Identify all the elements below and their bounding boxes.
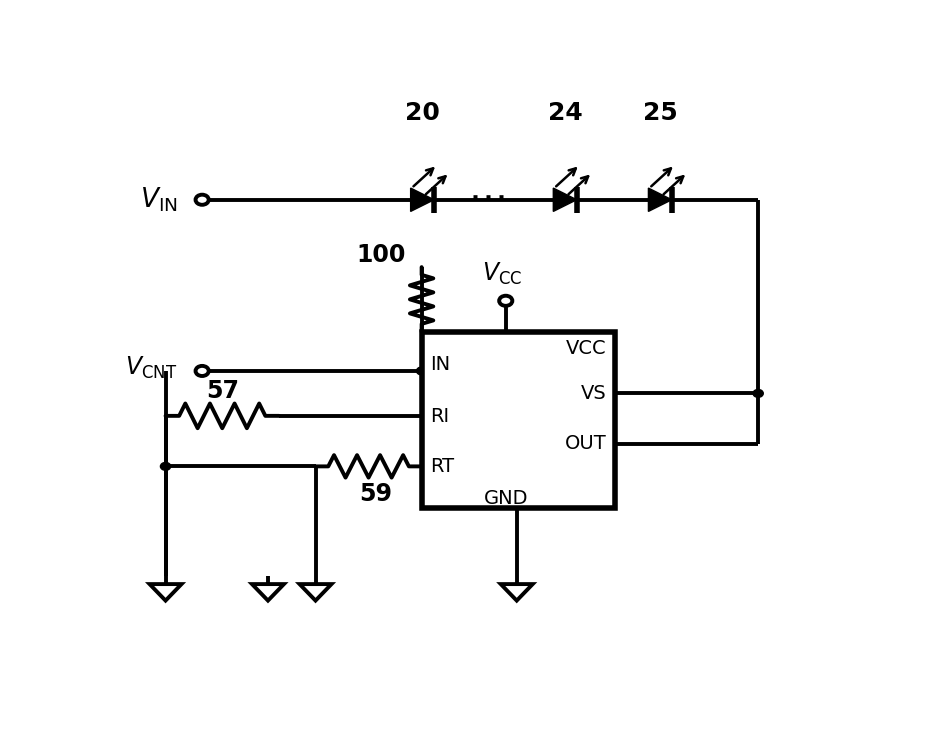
Polygon shape: [649, 188, 672, 211]
Text: 59: 59: [360, 483, 393, 507]
Text: 24: 24: [548, 101, 582, 125]
Text: $V_{\rm CC}$: $V_{\rm CC}$: [482, 261, 522, 287]
Circle shape: [753, 389, 764, 397]
Text: 25: 25: [643, 101, 678, 125]
Polygon shape: [299, 584, 331, 601]
Text: 20: 20: [405, 101, 440, 125]
Text: $\cdots$: $\cdots$: [468, 178, 505, 216]
Bar: [422, 332, 615, 509]
Text: VCC: VCC: [566, 339, 607, 358]
Text: $V_{\rm IN}$: $V_{\rm IN}$: [140, 185, 177, 214]
Polygon shape: [411, 188, 434, 211]
Circle shape: [416, 367, 427, 375]
Polygon shape: [553, 188, 577, 211]
Text: OUT: OUT: [565, 434, 607, 453]
Text: 57: 57: [206, 378, 239, 402]
Text: RI: RI: [430, 408, 449, 426]
Polygon shape: [252, 584, 284, 601]
Text: VS: VS: [581, 384, 607, 403]
Text: IN: IN: [430, 355, 450, 374]
Polygon shape: [500, 584, 532, 601]
Text: GND: GND: [483, 489, 529, 508]
Text: RT: RT: [430, 457, 454, 476]
Circle shape: [160, 462, 171, 470]
Text: 100: 100: [357, 243, 406, 267]
Text: $V_{\rm CNT}$: $V_{\rm CNT}$: [126, 355, 177, 381]
Polygon shape: [149, 584, 181, 601]
